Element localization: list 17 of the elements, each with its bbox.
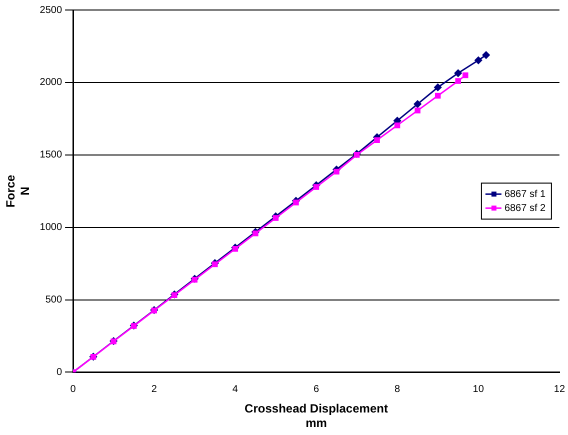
x-tick-label: 8 xyxy=(394,384,401,395)
y-tick-label: 500 xyxy=(45,294,62,306)
x-tick-label: 12 xyxy=(554,384,566,395)
y-tick-label: 1500 xyxy=(40,150,62,161)
y-tick-label: 1000 xyxy=(40,222,62,234)
y-axis-title: Force N xyxy=(4,174,32,208)
legend-label: 6867 sf 1 xyxy=(504,188,546,200)
y-tick-label: 2000 xyxy=(40,77,62,88)
y-tick-label: 2500 xyxy=(40,4,62,16)
legend-label: 6867 sf 2 xyxy=(504,202,546,214)
x-tick-label: 2 xyxy=(151,384,158,395)
x-tick-label: 4 xyxy=(232,384,238,395)
x-tick-label: 10 xyxy=(472,384,484,395)
x-tick-label: 0 xyxy=(70,384,76,395)
x-tick-label: 6 xyxy=(313,384,320,395)
x-axis-title: Crosshead Displacement mm xyxy=(244,402,388,430)
y-tick-label: 0 xyxy=(56,366,62,378)
